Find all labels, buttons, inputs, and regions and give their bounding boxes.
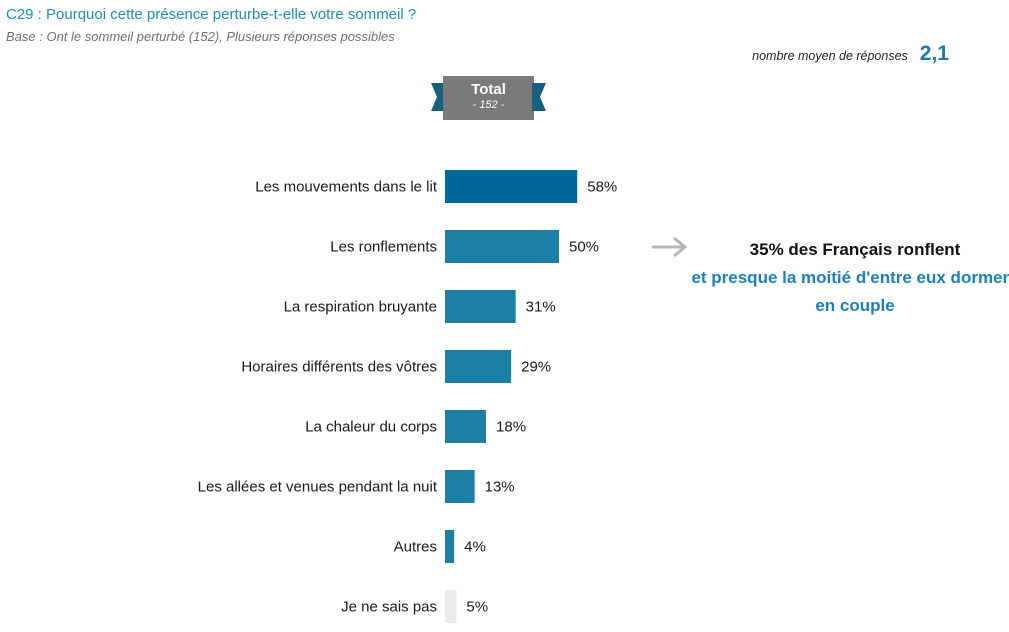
category-label-7: Je ne sais pas — [341, 599, 437, 616]
value-label-1: 50% — [569, 239, 599, 256]
total-base: - 152 - — [472, 99, 505, 111]
category-label-4: La chaleur du corps — [305, 419, 437, 436]
value-label-2: 31% — [526, 299, 556, 316]
category-label-5: Les allées et venues pendant la nuit — [198, 479, 438, 496]
bar-3 — [445, 350, 512, 383]
average-responses-label: nombre moyen de réponses — [752, 49, 908, 63]
average-responses: nombre moyen de réponses 2,1 — [752, 42, 949, 66]
ribbon-right-icon — [532, 83, 546, 111]
bar-7 — [445, 590, 457, 623]
category-label-3: Horaires différents des vôtres — [241, 359, 437, 376]
category-label-2: La respiration bruyante — [284, 299, 437, 316]
chart-subtitle: Base : Ont le sommeil perturbé (152), Pl… — [6, 29, 395, 44]
bar-5 — [445, 470, 475, 503]
category-label-0: Les mouvements dans le lit — [255, 179, 438, 196]
value-label-0: 58% — [587, 179, 617, 196]
arrow-right-icon — [652, 236, 688, 258]
value-label-3: 29% — [521, 359, 551, 376]
callout: 35% des Français ronflent et presque la … — [690, 236, 1009, 320]
callout-line1: 35% des Français ronflent — [749, 240, 961, 259]
bar-4 — [445, 410, 487, 443]
value-label-6: 4% — [464, 539, 486, 556]
value-label-4: 18% — [496, 419, 526, 436]
category-label-1: Les ronflements — [330, 239, 437, 256]
total-badge: Total - 152 - — [431, 76, 546, 120]
callout-line2: et presque la moitié d'entre eux dorment… — [691, 268, 1009, 315]
bar-2 — [445, 290, 516, 323]
chart-title: C29 : Pourquoi cette présence perturbe-t… — [6, 6, 417, 23]
average-responses-value: 2,1 — [919, 42, 949, 65]
category-label-6: Autres — [394, 539, 437, 556]
bar-1 — [445, 230, 559, 263]
bar-6 — [445, 530, 455, 563]
total-box: Total - 152 - — [443, 76, 534, 120]
value-label-7: 5% — [466, 599, 488, 616]
bar-0 — [445, 170, 578, 203]
value-label-5: 13% — [485, 479, 515, 496]
total-label: Total — [471, 81, 506, 98]
ribbon-left-icon — [431, 83, 445, 111]
